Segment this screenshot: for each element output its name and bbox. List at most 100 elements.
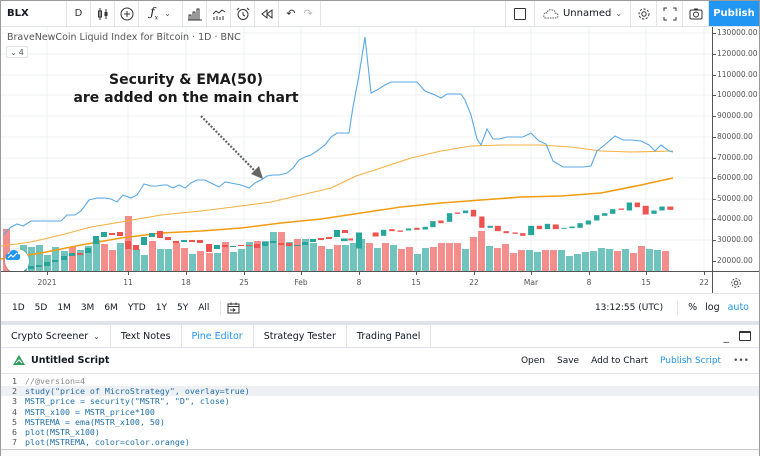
multi-layout-button[interactable] [505,1,535,26]
chart-legend-title: BraveNewCoin Liquid Index for Bitcoin · … [7,32,241,43]
symbol-search-button[interactable]: BLX [1,1,67,26]
price-axis[interactable]: 130000.00 120000.00 110000.00 100000.00 … [712,27,759,271]
log-toggle[interactable]: log [705,302,720,313]
chevron-down-icon[interactable]: ⌄ [164,9,171,18]
time-label: 15 [641,278,651,287]
alert-icon [236,7,249,20]
code-editor[interactable]: 1 //@version=4 2 study("price of MicroStra… [1,373,759,449]
chart-annotation: Security & EMA(50) are added on the main… [21,71,351,107]
code-text: MSTR_x100 = MSTR_price*100 [25,406,155,417]
security-line [2,36,674,236]
chart-type-button[interactable] [91,1,115,26]
percent-toggle[interactable]: % [688,302,698,313]
code-line: 5 MSTREMA = ema(MSTR_x100, 50) [1,417,759,427]
code-text: study("price of MicroStrategy", overlay=… [25,386,250,397]
script-name[interactable]: Untitled Script [31,355,110,366]
financials-button[interactable] [183,1,207,26]
toolbar-spacer [321,1,505,26]
interval-button[interactable]: D [67,1,91,26]
main-chart[interactable]: BraveNewCoin Liquid Index for Bitcoin · … [1,27,712,271]
divider [220,300,222,315]
range-ytd[interactable]: YTD [127,302,146,313]
legend-collapse-button[interactable]: ⌄ 4 [6,46,28,58]
price-label: 80000.00 [717,132,753,141]
chart-settings-button[interactable] [712,271,759,293]
cloud-chart-icon [5,250,21,260]
annotation-line-2: are added on the main chart [73,90,299,106]
compare-button[interactable] [115,1,139,26]
tradingview-logo[interactable] [5,249,29,271]
date-range-bar: 1D 5D 1M 3M 6M YTD 1Y 5Y All 13:12:55 (U… [1,293,759,321]
maximize-panel-button[interactable] [739,331,751,341]
range-6m[interactable]: 6M [104,302,118,313]
range-1m[interactable]: 1M [57,302,71,313]
editor-scrollbar[interactable] [1,449,759,456]
candles-right [341,202,674,249]
time-label: Mar [523,278,539,287]
undo-icon[interactable]: ↶ [286,7,296,20]
publish-button[interactable]: Publish [709,1,759,26]
price-label: 50000.00 [717,194,753,203]
time-label: 25 [239,278,249,287]
range-1d[interactable]: 1D [12,302,25,313]
clock-time[interactable]: 13:12:55 (UTC) [594,302,664,313]
redo-icon[interactable]: ↷ [303,7,313,20]
publish-script-button[interactable]: Publish Script [660,355,722,366]
calendar-goto-icon [227,302,240,313]
tab-strategy-tester[interactable]: Strategy Tester [254,325,347,347]
tab-label: Strategy Tester [263,330,336,342]
camera-icon [689,8,702,19]
tab-pine-editor[interactable]: Pine Editor [182,325,254,347]
tab-crypto-screener[interactable]: Crypto Screener ⌄ [1,325,111,347]
templates-button[interactable] [207,1,231,26]
add-compare-icon [120,7,133,20]
time-axis[interactable]: 2021 11 18 25 Feb 8 15 22 Mar 8 15 22 [1,271,712,293]
top-toolbar: BLX D ƒx ⌄ ↶ ↷ Unnamed ⌄ Publish [1,1,759,27]
go-to-date-button[interactable] [227,302,240,314]
minimize-panel-button[interactable]: _ [723,329,730,343]
price-label: 30000.00 [717,235,753,244]
line-number: 6 [12,426,17,437]
code-line: 7 plot(MSTREMA, color=color.orange) [1,437,759,447]
layout-name-button[interactable]: Unnamed ⌄ [535,1,631,26]
annotation-arrow [200,115,257,173]
code-line: 3 MSTR_price = security("MSTR", "D", clos… [1,396,759,406]
code-text: MSTR_price = security("MSTR", "D", close… [25,396,230,407]
save-button[interactable]: Save [557,355,580,366]
price-label: 40000.00 [717,214,753,223]
range-3m[interactable]: 3M [80,302,95,313]
tab-trading-panel[interactable]: Trading Panel [347,325,432,347]
replay-button[interactable] [255,1,279,26]
gear-icon [731,277,741,288]
pine-script-icon [13,355,25,365]
tab-text-notes[interactable]: Text Notes [111,325,182,347]
price-label: 20000.00 [717,256,753,265]
tab-label: Trading Panel [356,330,421,342]
line-number: 3 [12,396,17,407]
line-number: 2 [12,386,17,397]
settings-button[interactable] [631,1,657,26]
auto-toggle[interactable]: auto [727,302,749,313]
indicators-icon: ƒx [150,5,159,22]
alert-button[interactable] [231,1,255,26]
code-text: plot(MSTR_x100) [25,426,100,437]
fullscreen-icon [663,7,676,20]
open-button[interactable]: Open [520,355,545,366]
annotation-line-1: Security & EMA(50) [109,72,263,88]
price-label: 110000.00 [717,70,758,79]
tab-label: Text Notes [120,330,171,342]
replay-icon [260,8,272,19]
snapshot-button[interactable] [683,1,709,26]
add-to-chart-button[interactable]: Add to Chart [591,355,649,366]
ema-line-blx [1,177,674,260]
range-1y[interactable]: 1Y [155,302,167,313]
indicators-button[interactable]: ƒx ⌄ [139,1,183,26]
gear-icon [638,8,649,19]
range-5y[interactable]: 5Y [176,302,189,313]
range-all[interactable]: All [198,302,210,313]
more-options-button[interactable]: ••• [733,355,749,366]
range-5d[interactable]: 5D [34,302,48,313]
price-label: 120000.00 [717,49,758,58]
code-line: 2 study("price of MicroStrategy", overlay… [1,386,759,397]
fullscreen-button[interactable] [657,1,683,26]
